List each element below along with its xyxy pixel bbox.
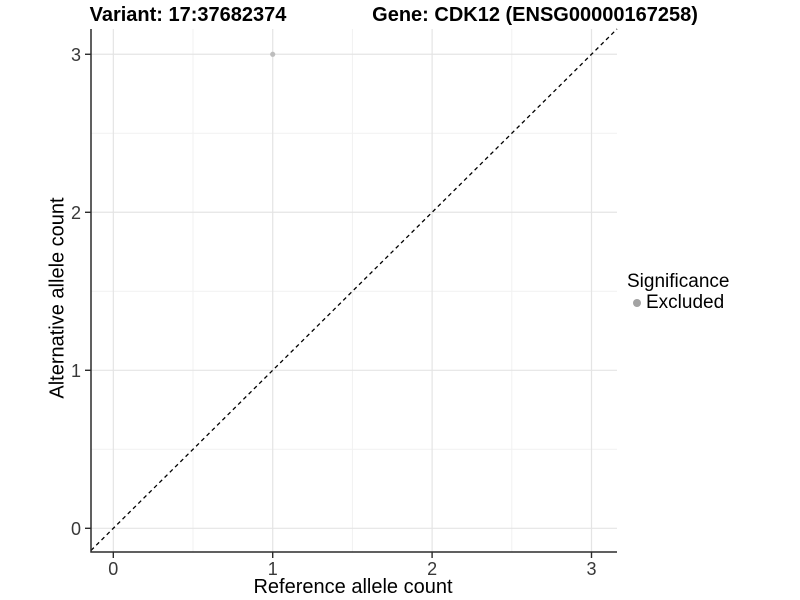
legend-title: Significance	[627, 271, 730, 292]
y-tick-label: 0	[71, 519, 81, 539]
x-axis-title: Reference allele count	[253, 576, 453, 598]
legend-point-icon	[633, 299, 641, 307]
y-tick-label: 3	[71, 45, 81, 65]
legend-item-excluded: Excluded	[627, 293, 729, 313]
identity-reference-line	[90, 28, 618, 551]
x-tick-label: 0	[108, 559, 118, 579]
plot-title-variant: Variant: 17:37682374	[89, 4, 287, 26]
legend: Significance Excluded	[627, 271, 729, 313]
x-tick-label: 2	[427, 559, 437, 579]
data-point	[270, 51, 276, 57]
y-tick-label: 1	[71, 361, 81, 381]
axis-lines	[90, 29, 617, 553]
x-tick-label: 1	[268, 559, 278, 579]
legend-item-label: Excluded	[646, 292, 725, 313]
y-axis-title: Alternative allele count	[46, 197, 69, 399]
plot-title-gene: Gene: CDK12 (ENSG00000167258)	[372, 4, 698, 26]
x-tick-label: 3	[586, 559, 596, 579]
y-tick-label: 2	[71, 203, 81, 223]
